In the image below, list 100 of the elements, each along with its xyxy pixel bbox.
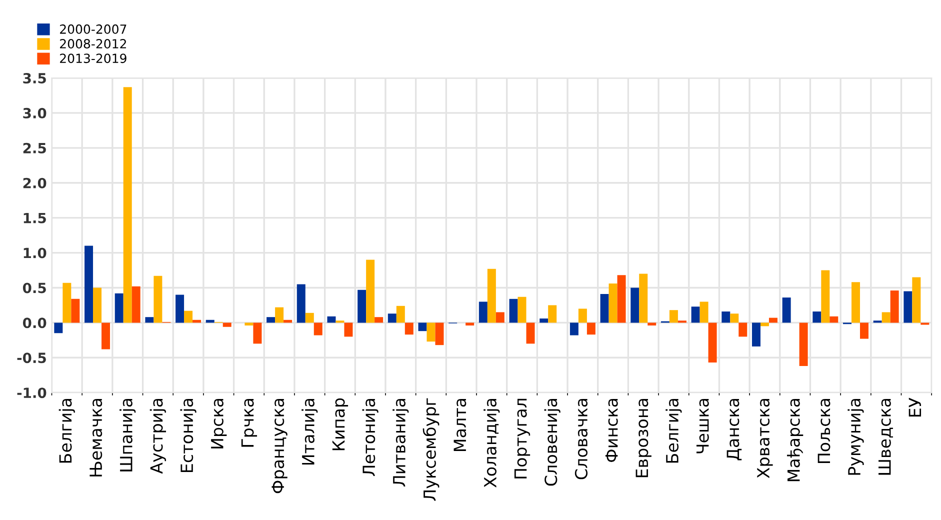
bar: [344, 322, 353, 337]
x-tick-label: Хрватска: [757, 398, 773, 478]
x-tick-label: Аустрија: [150, 398, 166, 474]
legend-label: 2008-2012: [60, 39, 126, 48]
x-tick-label: Румунија: [848, 398, 864, 475]
bar: [648, 322, 656, 326]
bar: [358, 290, 366, 323]
x-tick-label: ЕУ: [908, 398, 922, 417]
x-tick-label: Белгија: [666, 398, 682, 463]
bar: [54, 322, 63, 334]
bar: [752, 322, 760, 346]
bar: [691, 306, 700, 323]
bar: [851, 282, 860, 323]
bar: [730, 314, 739, 323]
bar: [586, 322, 596, 335]
bar: [266, 317, 276, 323]
bar: [478, 302, 488, 323]
y-tick-label: 3.0: [23, 108, 46, 118]
bar: [509, 298, 518, 323]
bar: [708, 322, 717, 363]
legend-label: 2000-2007: [60, 24, 126, 34]
y-tick-label: 2.0: [23, 178, 46, 188]
x-tick-label: Италија: [302, 398, 318, 465]
x-tick-label: Белгија: [58, 398, 75, 463]
bar: [904, 291, 912, 323]
bar: [396, 306, 405, 323]
bar: [123, 87, 132, 323]
x-tick-label: Малта: [454, 398, 466, 451]
bar: [600, 294, 609, 323]
x-tick-label: Данска: [726, 398, 742, 460]
bar: [912, 277, 921, 323]
bar: [314, 322, 322, 336]
x-tick-label: Мађарска: [787, 398, 804, 482]
x-tick-label: Естонија: [180, 398, 196, 472]
y-tick-label: -0.5: [17, 352, 46, 364]
bar: [222, 322, 232, 327]
x-tick-label: Шведска: [878, 398, 893, 475]
x-tick-label: Еврозона: [636, 398, 652, 478]
bar: [296, 284, 306, 323]
y-tick-label: -1.0: [17, 388, 46, 398]
x-tick-label: Финска: [605, 398, 618, 462]
bar: [518, 296, 526, 323]
x-tick-label: Пољска: [818, 398, 830, 464]
y-tick-label: 1.0: [24, 248, 46, 258]
bar: [114, 293, 124, 323]
bar: [617, 275, 626, 323]
legend-label: 2013-2019: [60, 54, 126, 64]
bar: [388, 314, 396, 323]
y-tick-label: 0.5: [22, 282, 46, 294]
bar: [890, 290, 899, 323]
y-tick-label: 3.5: [23, 72, 46, 84]
bar: [305, 312, 314, 323]
bar: [738, 322, 748, 337]
bar: [700, 302, 708, 323]
bar: [93, 288, 102, 323]
bar: [496, 312, 504, 323]
bar: [487, 268, 496, 323]
bar: [154, 276, 162, 323]
bar: [253, 322, 262, 344]
x-tick-label: Португал: [514, 398, 530, 478]
bar: [760, 322, 769, 326]
bar: [548, 305, 557, 323]
x-tick-label: Холандија: [484, 398, 500, 488]
bar: [630, 288, 640, 323]
bar: [418, 322, 427, 332]
bar: [782, 298, 791, 323]
y-tick-label: 2.5: [23, 142, 46, 154]
bar: [570, 322, 578, 336]
bar: [366, 260, 375, 323]
bar: [821, 270, 830, 323]
bar: [812, 312, 822, 323]
x-tick-label: Француска: [272, 398, 288, 494]
bar: [722, 312, 730, 323]
x-tick-label: Словачка: [574, 398, 588, 480]
bar: [639, 274, 648, 323]
bar: [860, 322, 868, 339]
bar: [435, 322, 444, 346]
bar: [184, 310, 193, 323]
x-tick-label: Грчка: [241, 398, 258, 447]
bar: [374, 317, 384, 323]
bar: [466, 322, 474, 326]
bar: [882, 312, 890, 323]
bar: [799, 322, 808, 366]
bar: [102, 322, 110, 350]
bar: [132, 286, 140, 323]
bar: [275, 307, 284, 323]
bar: [608, 284, 618, 323]
x-tick-label: Летонија: [362, 398, 378, 476]
x-tick-label: Словенија: [544, 398, 560, 486]
y-tick-label: 0.0: [22, 318, 46, 328]
x-tick-label: Ирска: [211, 398, 227, 448]
x-tick-label: Кипар: [332, 398, 348, 450]
bar: [176, 294, 184, 323]
bar: [404, 322, 414, 335]
x-tick-label: Луксембург: [422, 398, 440, 501]
x-tick-label: Шпанија: [120, 398, 136, 472]
bar: [540, 318, 548, 323]
bar: [62, 282, 72, 323]
bar: [768, 318, 778, 323]
bar: [526, 322, 535, 344]
